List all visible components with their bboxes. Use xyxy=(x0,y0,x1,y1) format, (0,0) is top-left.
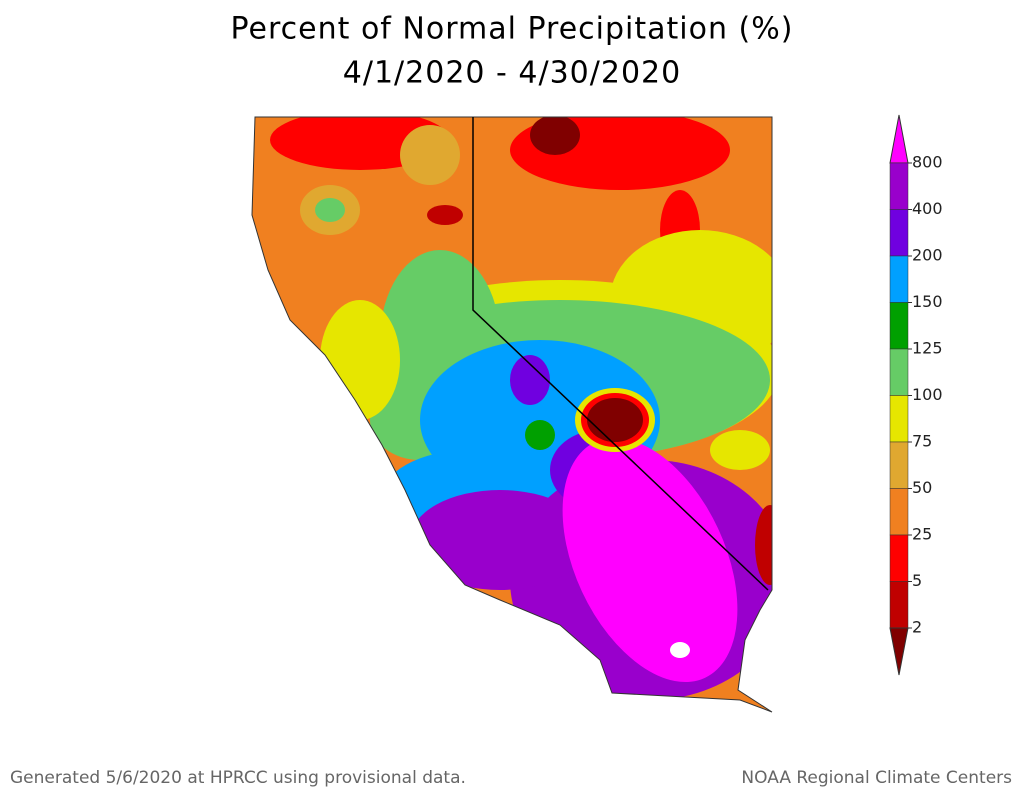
lake xyxy=(670,642,690,658)
legend-swatch xyxy=(889,441,909,489)
region xyxy=(315,198,345,222)
legend-swatch xyxy=(889,581,909,629)
legend-swatch xyxy=(889,302,909,350)
legend-tick-label: 2 xyxy=(912,618,922,637)
footer-left: Generated 5/6/2020 at HPRCC using provis… xyxy=(10,768,466,788)
region xyxy=(510,355,550,405)
legend-tick-label: 800 xyxy=(912,153,943,172)
region xyxy=(410,490,590,590)
region xyxy=(710,430,770,470)
legend: 800 400 200 150 125 100 75 50 25 5 2 xyxy=(889,114,943,676)
region xyxy=(755,505,772,585)
legend-tick-label: 25 xyxy=(912,525,932,544)
legend-swatch xyxy=(889,162,909,210)
region xyxy=(400,125,460,185)
legend-swatch xyxy=(889,534,909,582)
legend-swatch xyxy=(889,488,909,536)
legend-tick-label: 75 xyxy=(912,432,932,451)
legend-tick-label: 5 xyxy=(912,571,922,590)
region xyxy=(320,300,400,420)
legend-swatch xyxy=(889,209,909,257)
legend-swatch xyxy=(889,348,909,396)
region xyxy=(525,420,555,450)
legend-swatch xyxy=(889,395,909,443)
legend-tick-label: 100 xyxy=(912,385,943,404)
legend-tick-label: 125 xyxy=(912,339,943,358)
region-outline xyxy=(251,116,773,713)
region xyxy=(427,205,463,225)
region xyxy=(587,398,643,442)
precip-map xyxy=(252,117,772,712)
title: Percent of Normal Precipitation (%) xyxy=(231,12,794,47)
region xyxy=(530,117,580,155)
state-border xyxy=(472,117,769,591)
subtitle: 4/1/2020 - 4/30/2020 xyxy=(343,56,681,91)
legend-tick-label: 400 xyxy=(912,199,943,218)
legend-tick-label: 150 xyxy=(912,292,943,311)
legend-tick-label: 50 xyxy=(912,478,932,497)
legend-arrow-bottom xyxy=(889,627,909,676)
legend-swatch xyxy=(889,255,909,303)
region xyxy=(562,437,738,683)
legend-arrow-top xyxy=(889,114,909,164)
footer-right: NOAA Regional Climate Centers xyxy=(741,768,1012,788)
legend-tick-label: 200 xyxy=(912,246,943,265)
